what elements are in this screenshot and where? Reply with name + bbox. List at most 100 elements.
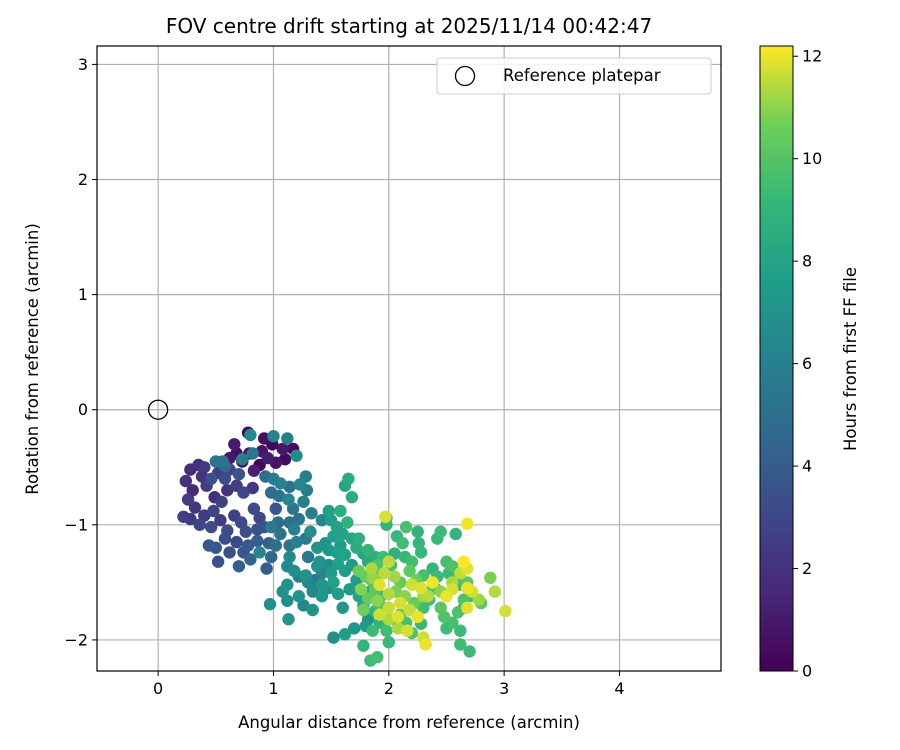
scatter-point <box>449 527 462 541</box>
scatter-point <box>274 477 287 490</box>
scatter-point <box>336 601 349 614</box>
scatter-point <box>297 495 310 508</box>
scatter-point <box>267 430 280 443</box>
scatter-point <box>403 564 416 578</box>
scatter-point <box>366 624 379 637</box>
scatter-point <box>288 564 301 578</box>
scatter-point <box>342 472 355 485</box>
scatter-point <box>440 590 453 603</box>
scatter-point <box>283 550 296 564</box>
scatter-point <box>301 550 315 564</box>
scatter-point <box>434 601 447 614</box>
scatter-point <box>297 599 310 612</box>
scatter-point <box>446 560 459 573</box>
scatter-point <box>223 546 236 559</box>
scatter-point <box>292 590 305 603</box>
colorbar-tick-label: 10 <box>802 149 822 168</box>
y-tick-label: 2 <box>78 170 88 189</box>
scatter-point <box>181 493 195 506</box>
scatter-point <box>265 550 278 564</box>
scatter-point <box>391 622 405 635</box>
scatter-point <box>253 511 266 525</box>
scatter-point <box>484 571 497 584</box>
scatter-point <box>215 495 228 508</box>
scatter-point <box>269 539 282 552</box>
scatter-point <box>488 585 502 598</box>
scatter-point <box>286 502 300 515</box>
scatter-point <box>265 520 278 534</box>
scatter-point <box>352 532 365 545</box>
colorbar-tick-label: 0 <box>802 662 812 681</box>
scatter-point <box>313 555 326 568</box>
scatter-point <box>218 472 232 485</box>
scatter-point <box>237 486 250 499</box>
scatter-point <box>373 608 386 621</box>
colorbar-tick-label: 6 <box>802 354 812 373</box>
scatter-point <box>205 472 218 485</box>
scatter-point <box>274 527 287 541</box>
scatter-point <box>382 636 395 649</box>
scatter-point <box>315 590 329 603</box>
scatter-point <box>394 596 407 610</box>
scatter-point <box>396 537 409 550</box>
scatter-point <box>331 587 345 601</box>
x-tick-label: 0 <box>153 679 163 698</box>
scatter-point <box>426 576 439 589</box>
scatter-point <box>281 432 294 445</box>
scatter-point <box>414 581 428 595</box>
scatter-point <box>461 581 474 595</box>
scatter-point <box>290 535 303 549</box>
scatter-point <box>315 514 329 527</box>
scatter-point <box>322 504 335 518</box>
scatter-point <box>338 628 352 641</box>
scatter-point <box>247 464 261 477</box>
scatter-point <box>193 518 206 531</box>
scatter-point <box>292 512 305 526</box>
scatter-point <box>235 516 248 529</box>
y-tick-label: 3 <box>78 55 88 74</box>
scatter-point <box>269 502 282 515</box>
scatter-point <box>331 557 345 571</box>
chart-title: FOV centre drift starting at 2025/11/14 … <box>166 14 652 38</box>
scatter-point <box>348 622 361 635</box>
colorbar-tick-label: 8 <box>802 252 812 271</box>
scatter-points <box>177 426 512 667</box>
scatter-point <box>382 587 395 601</box>
x-axis-ticks: 0 1 2 3 4 <box>153 671 625 698</box>
scatter-point <box>421 590 435 603</box>
legend-label: Reference platepar <box>503 66 661 85</box>
scatter-point <box>239 525 252 538</box>
scatter-point <box>246 447 259 460</box>
reference-platepar-marker <box>147 399 169 420</box>
scatter-point <box>179 474 192 488</box>
scatter-point <box>341 516 354 529</box>
scatter-point <box>419 638 432 651</box>
scatter-point <box>454 638 467 651</box>
scatter-point <box>352 564 365 578</box>
y-axis-label: Rotation from reference (arcmin) <box>23 223 42 495</box>
scatter-point <box>236 453 249 466</box>
scatter-point <box>391 610 405 624</box>
scatter-point <box>263 598 277 611</box>
scatter-point <box>186 484 199 497</box>
legend-reference-marker <box>454 65 476 87</box>
scatter-point <box>357 639 370 652</box>
scatter-point <box>304 525 317 538</box>
x-axis-label: Angular distance from reference (arcmin) <box>238 713 580 732</box>
scatter-point <box>345 491 359 504</box>
scatter-point <box>198 509 211 522</box>
scatter-point <box>177 510 190 523</box>
scatter-point <box>382 555 395 568</box>
scatter-point <box>463 645 476 658</box>
colorbar-tick-label: 2 <box>802 559 812 578</box>
scatter-point <box>232 468 246 481</box>
scatter-point <box>343 583 356 596</box>
y-tick-label: −2 <box>64 630 88 649</box>
scatter-point <box>281 578 294 591</box>
y-tick-label: 0 <box>78 400 88 419</box>
scatter-point <box>202 539 216 552</box>
scatter-point <box>411 525 424 538</box>
scatter-point <box>315 578 329 591</box>
scatter-point <box>246 481 259 495</box>
